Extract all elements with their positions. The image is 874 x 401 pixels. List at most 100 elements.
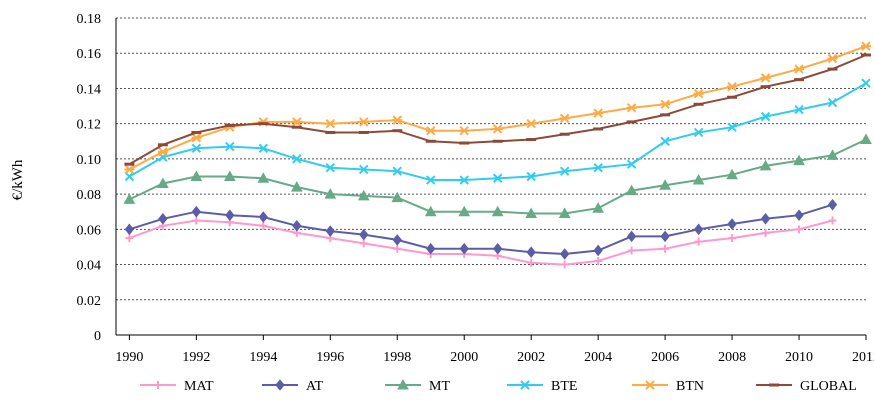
- data-point-mat: [795, 225, 804, 234]
- data-point-at: [392, 234, 402, 246]
- series-line-bte: [128, 82, 867, 181]
- x-tick-label: 1994: [249, 350, 277, 365]
- data-point-mat: [627, 246, 636, 255]
- series-global: [124, 53, 871, 166]
- data-point-bte: [258, 143, 269, 154]
- series-mat: [125, 216, 837, 269]
- data-point-mt: [257, 172, 270, 183]
- data-point-at: [827, 198, 838, 211]
- data-point-bte: [559, 166, 570, 176]
- legend-label-global: GLOBAL: [800, 379, 857, 394]
- data-point-btn: [291, 117, 302, 127]
- data-point-at: [225, 209, 235, 222]
- series-btn: [124, 41, 871, 175]
- data-point-mat: [393, 244, 402, 253]
- legend-item-global: GLOBAL: [756, 379, 857, 394]
- data-point-at: [191, 205, 201, 218]
- data-point-mat: [728, 234, 737, 243]
- data-point-btn: [727, 81, 738, 92]
- data-point-mt: [324, 188, 337, 199]
- data-point-bte: [124, 171, 135, 182]
- data-point-mat: [594, 257, 603, 266]
- data-point-mt: [826, 149, 839, 160]
- data-point-mat: [694, 237, 703, 246]
- data-point-btn: [760, 73, 771, 83]
- data-point-at: [426, 242, 436, 255]
- data-point-btn: [794, 64, 805, 74]
- x-tick-label: 2000: [450, 350, 478, 365]
- data-point-btn: [827, 53, 838, 64]
- data-point-mt: [860, 133, 872, 145]
- data-point-bte: [794, 104, 804, 115]
- data-point-mt: [726, 168, 738, 180]
- gridlines: [116, 17, 866, 301]
- data-point-at: [560, 248, 570, 260]
- series-mt: [123, 133, 872, 218]
- data-point-bte: [827, 97, 838, 108]
- legend-label-bte: BTE: [551, 379, 577, 394]
- y-tick-labels: 0 0.02 0.04 0.06 0.08 0.10 0.12 0.14 0.16 0.18: [77, 12, 102, 344]
- data-point-bte: [292, 154, 302, 164]
- data-point-at: [593, 244, 603, 257]
- data-point-bte: [626, 159, 637, 169]
- data-point-mt: [491, 205, 504, 217]
- y-tick-label: 0.02: [77, 294, 102, 309]
- data-point-mt: [525, 207, 538, 218]
- data-point-bte: [191, 143, 202, 154]
- data-point-mat: [259, 221, 268, 230]
- data-point-mt: [223, 170, 236, 181]
- legend-item-bte: BTE: [507, 379, 577, 394]
- x-tick-label: 1996: [316, 350, 344, 365]
- data-point-btn: [124, 164, 135, 175]
- x-tick-label: 2002: [517, 350, 545, 365]
- legend-item-at: AT: [262, 379, 324, 394]
- series: [123, 41, 872, 269]
- data-point-mt: [290, 181, 303, 192]
- data-point-at: [325, 225, 335, 237]
- data-point-mt: [692, 173, 705, 185]
- legend-marker-mat: [154, 381, 162, 389]
- legend-marker-mt: [397, 378, 409, 390]
- legend-marker-at: [275, 379, 285, 391]
- data-point-btn: [593, 108, 604, 118]
- legend-item-mat: MAT: [140, 379, 214, 394]
- data-point-mat: [527, 258, 536, 267]
- legend-item-btn: BTN: [632, 379, 704, 394]
- data-point-bte: [492, 173, 503, 183]
- data-point-bte: [593, 162, 603, 173]
- x-tick-label: 2012: [852, 350, 874, 365]
- data-point-at: [693, 223, 704, 236]
- data-point-at: [258, 211, 268, 223]
- legend: MAT AT MT BTE BTN GLOBAL: [140, 378, 857, 394]
- y-tick-label: 0.12: [77, 118, 102, 133]
- x-tick-label: 2006: [651, 350, 679, 365]
- y-tick-label: 0.16: [77, 47, 102, 62]
- series-bte: [124, 78, 871, 185]
- data-point-mt: [357, 189, 370, 201]
- data-point-mt: [458, 205, 471, 217]
- data-point-btn: [157, 147, 168, 157]
- legend-label-mt: MT: [429, 379, 450, 394]
- y-tick-label: 0: [94, 329, 101, 344]
- data-point-mt: [391, 191, 404, 203]
- x-tick-label: 1992: [182, 350, 210, 365]
- data-point-mt: [759, 159, 772, 171]
- data-point-bte: [660, 136, 670, 146]
- data-point-bte: [359, 164, 369, 175]
- x-tick-label: 2004: [584, 350, 612, 365]
- y-tick-label: 0.06: [77, 223, 102, 238]
- data-point-mt: [592, 202, 604, 213]
- axes: [115, 18, 867, 340]
- data-point-bte: [392, 166, 402, 176]
- x-tick-label: 2008: [718, 350, 746, 365]
- x-tick-label: 1990: [115, 350, 143, 365]
- data-point-mt: [659, 179, 671, 190]
- series-line-at: [129, 203, 833, 256]
- x-tick-labels: 1990 1992 1994 1996 1998 2000 2002 2004 2006 2008…: [115, 350, 874, 365]
- data-point-at: [124, 223, 135, 236]
- y-tick-label: 0.14: [77, 82, 102, 97]
- data-point-btn: [693, 89, 704, 99]
- legend-item-mt: MT: [385, 378, 450, 394]
- data-point-btn: [861, 41, 871, 51]
